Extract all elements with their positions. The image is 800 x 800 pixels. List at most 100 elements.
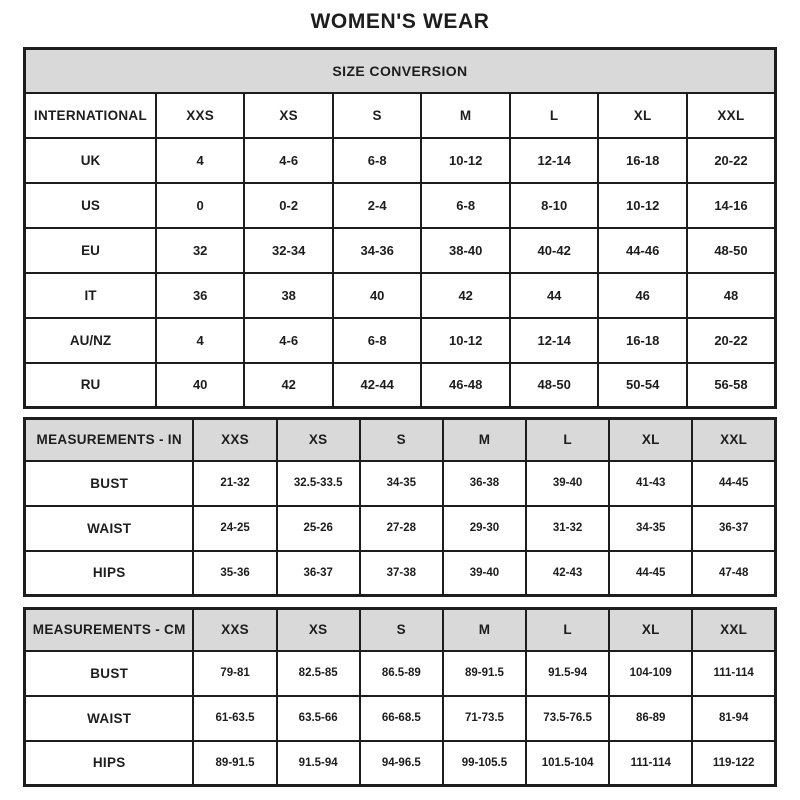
value-cell: 10-12 [420, 316, 511, 364]
row-label: AU/NZ [23, 316, 157, 364]
measurements_in-header-xs: XS [275, 417, 361, 462]
row-label: WAIST [23, 504, 195, 552]
measurements_cm-header-s: S [358, 607, 444, 652]
value-cell: 86-89 [608, 694, 694, 742]
size_conversion-header-l: L [508, 91, 600, 139]
row-label: UK [23, 136, 157, 184]
value-cell: 31-32 [525, 504, 611, 552]
measurements_in-header-s: S [358, 417, 444, 462]
measurements_cm-header-xxs: XXS [192, 607, 278, 652]
measurements_cm-header-xl: XL [608, 607, 694, 652]
value-cell: 12-14 [508, 316, 600, 364]
size_conversion-band-title: SIZE CONVERSION [23, 47, 777, 94]
value-cell: 32 [154, 226, 246, 274]
measurements_in-header-row: MEASUREMENTS - IN XXS XS S M L XL XXL [23, 417, 777, 462]
measurements_cm-row-waist: WAIST 61-63.5 63.5-66 66-68.5 71-73.5 73.5-76… [23, 694, 777, 742]
value-cell: 48-50 [685, 226, 777, 274]
value-cell: 0-2 [243, 181, 334, 229]
measurements-cm-table: MEASUREMENTS - CM XXS XS S M L XL XXL BUST 79-81 8… [23, 607, 777, 787]
value-cell: 6-8 [420, 181, 511, 229]
size_conversion-header-xl: XL [597, 91, 688, 139]
value-cell: 24-25 [192, 504, 278, 552]
value-cell: 32-34 [243, 226, 334, 274]
row-label: WAIST [23, 694, 195, 742]
value-cell: 6-8 [331, 136, 423, 184]
value-cell: 42-43 [525, 549, 611, 597]
value-cell: 82.5-85 [275, 649, 361, 697]
value-cell: 42 [420, 271, 511, 319]
size_conversion-row-au-nz: AU/NZ 4 4-6 6-8 10-12 12-14 16-18 20-22 [23, 316, 777, 364]
value-cell: 36-38 [441, 459, 528, 507]
value-cell: 42 [243, 361, 334, 409]
measurements_cm-row-hips: HIPS 89-91.5 91.5-94 94-96.5 99-105.5 101.5-1… [23, 739, 777, 787]
row-label: HIPS [23, 739, 195, 787]
size_conversion-header-xxl: XXL [685, 91, 777, 139]
value-cell: 50-54 [597, 361, 688, 409]
value-cell: 79-81 [192, 649, 278, 697]
value-cell: 56-58 [685, 361, 777, 409]
value-cell: 89-91.5 [441, 649, 528, 697]
value-cell: 4-6 [243, 316, 334, 364]
measurements_in-header-measurements-in: MEASUREMENTS - IN [23, 417, 195, 462]
value-cell: 46-48 [420, 361, 511, 409]
value-cell: 16-18 [597, 136, 688, 184]
value-cell: 8-10 [508, 181, 600, 229]
measurements_cm-row-bust: BUST 79-81 82.5-85 86.5-89 89-91.5 91.5-94 104… [23, 649, 777, 697]
value-cell: 16-18 [597, 316, 688, 364]
value-cell: 21-32 [192, 459, 278, 507]
value-cell: 42-44 [331, 361, 423, 409]
size_conversion-header-s: S [331, 91, 423, 139]
size-conversion-table: SIZE CONVERSION INTERNATIONAL XXS XS S M L XL XX… [23, 47, 777, 409]
measurements_in-header-l: L [525, 417, 611, 462]
value-cell: 20-22 [685, 316, 777, 364]
value-cell: 25-26 [275, 504, 361, 552]
value-cell: 4 [154, 136, 246, 184]
measurements_in-row-bust: BUST 21-32 32.5-33.5 34-35 36-38 39-40 41-43 44… [23, 459, 777, 507]
value-cell: 99-105.5 [441, 739, 528, 787]
measurements_in-header-xxl: XXL [691, 417, 777, 462]
value-cell: 44-46 [597, 226, 688, 274]
value-cell: 39-40 [525, 459, 611, 507]
value-cell: 35-36 [192, 549, 278, 597]
value-cell: 20-22 [685, 136, 777, 184]
size_conversion-header-row: INTERNATIONAL XXS XS S M L XL XXL [23, 91, 777, 139]
value-cell: 2-4 [331, 181, 423, 229]
value-cell: 32.5-33.5 [275, 459, 361, 507]
value-cell: 27-28 [358, 504, 444, 552]
value-cell: 4 [154, 316, 246, 364]
measurements_cm-header-xxl: XXL [691, 607, 777, 652]
value-cell: 94-96.5 [358, 739, 444, 787]
size_conversion-row-uk: UK 4 4-6 6-8 10-12 12-14 16-18 20-22 [23, 136, 777, 184]
row-label: IT [23, 271, 157, 319]
measurements-in-table: MEASUREMENTS - IN XXS XS S M L XL XXL BUST 21-32 3… [23, 417, 777, 597]
value-cell: 34-35 [358, 459, 444, 507]
value-cell: 39-40 [441, 549, 528, 597]
measurements_in-header-xxs: XXS [192, 417, 278, 462]
value-cell: 91.5-94 [525, 649, 611, 697]
row-label: BUST [23, 649, 195, 697]
value-cell: 47-48 [691, 549, 777, 597]
row-label: RU [23, 361, 157, 409]
value-cell: 73.5-76.5 [525, 694, 611, 742]
measurements_cm-header-xs: XS [275, 607, 361, 652]
measurements_in-header-m: M [441, 417, 528, 462]
row-label: EU [23, 226, 157, 274]
row-label: US [23, 181, 157, 229]
value-cell: 44-45 [608, 549, 694, 597]
value-cell: 81-94 [691, 694, 777, 742]
measurements_cm-header-l: L [525, 607, 611, 652]
value-cell: 36-37 [691, 504, 777, 552]
size_conversion-row-it: IT 36 38 40 42 44 46 48 [23, 271, 777, 319]
size_conversion-row-eu: EU 32 32-34 34-36 38-40 40-42 44-46 48-50 [23, 226, 777, 274]
value-cell: 66-68.5 [358, 694, 444, 742]
measurements_cm-header-row: MEASUREMENTS - CM XXS XS S M L XL XXL [23, 607, 777, 652]
value-cell: 104-109 [608, 649, 694, 697]
value-cell: 40-42 [508, 226, 600, 274]
value-cell: 48-50 [508, 361, 600, 409]
value-cell: 14-16 [685, 181, 777, 229]
value-cell: 0 [154, 181, 246, 229]
value-cell: 44-45 [691, 459, 777, 507]
value-cell: 44 [508, 271, 600, 319]
value-cell: 101.5-104 [525, 739, 611, 787]
measurements_cm-header-m: M [441, 607, 528, 652]
